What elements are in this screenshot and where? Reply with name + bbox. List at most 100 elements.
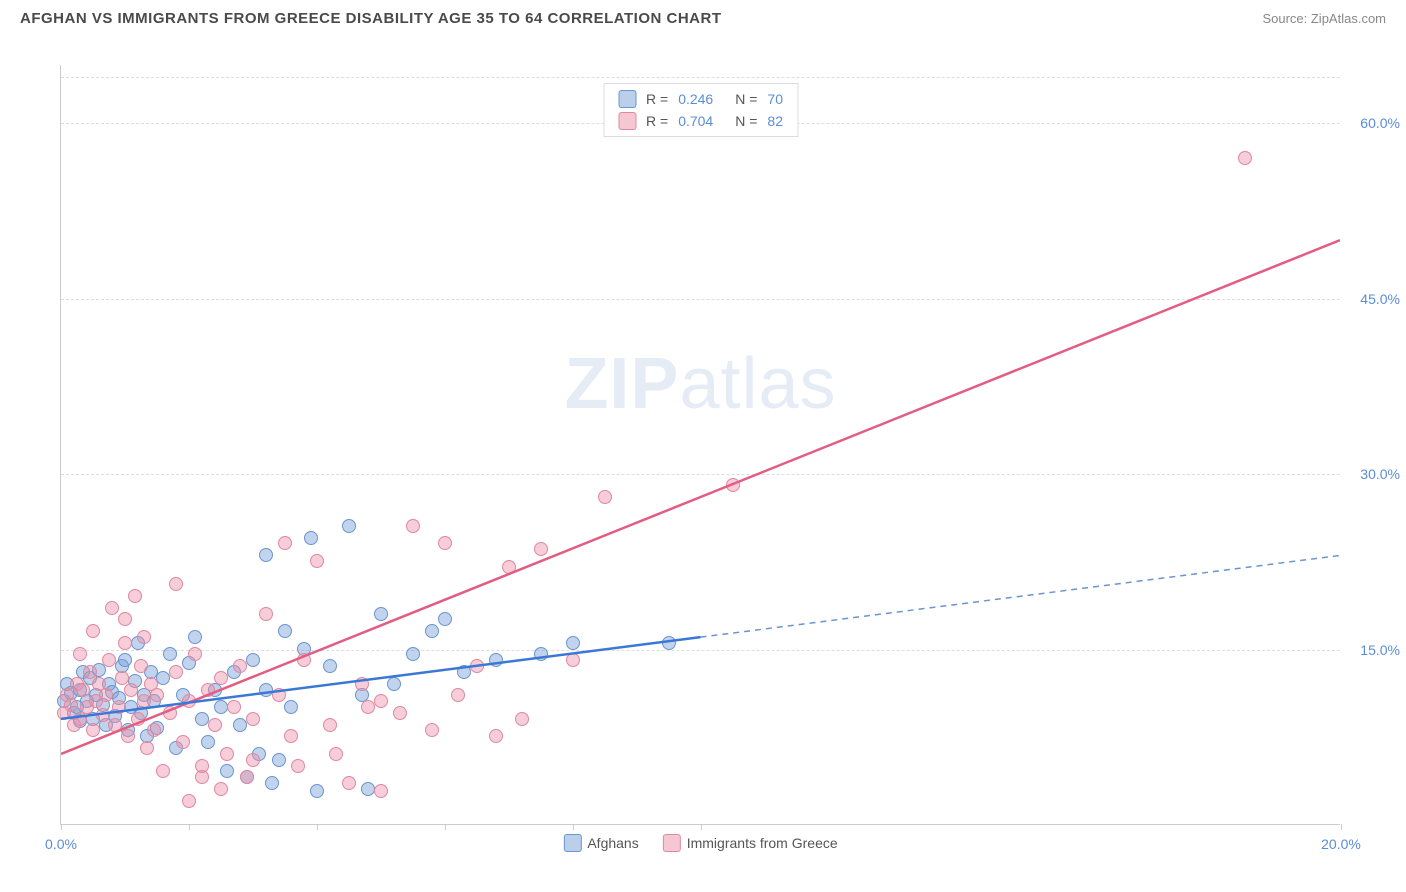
scatter-point [598, 490, 612, 504]
x-tick-label: 20.0% [1321, 836, 1361, 852]
scatter-point [272, 753, 286, 767]
scatter-point [182, 794, 196, 808]
scatter-point [515, 712, 529, 726]
r-label: R = [646, 113, 668, 129]
scatter-point [297, 653, 311, 667]
legend-correlation: R = 0.246 N = 70 R = 0.704 N = 82 [603, 83, 798, 137]
scatter-point [502, 560, 516, 574]
r-value-pink: 0.704 [678, 113, 713, 129]
scatter-point [361, 782, 375, 796]
scatter-point [1238, 151, 1252, 165]
scatter-point [566, 636, 580, 650]
legend-label: Immigrants from Greece [687, 835, 838, 851]
r-value-blue: 0.246 [678, 91, 713, 107]
r-label: R = [646, 91, 668, 107]
scatter-point [169, 665, 183, 679]
x-tick-mark [61, 824, 62, 830]
scatter-point [121, 729, 135, 743]
scatter-point [156, 764, 170, 778]
scatter-point [374, 784, 388, 798]
scatter-point [246, 653, 260, 667]
x-tick-mark [317, 824, 318, 830]
y-tick-label: 15.0% [1360, 642, 1400, 658]
x-tick-label: 0.0% [45, 836, 77, 852]
scatter-point [534, 647, 548, 661]
header: AFGHAN VS IMMIGRANTS FROM GREECE DISABIL… [0, 0, 1406, 32]
x-tick-mark [1341, 824, 1342, 830]
scatter-point [108, 718, 122, 732]
x-tick-mark [189, 824, 190, 830]
scatter-point [233, 659, 247, 673]
scatter-point [96, 708, 110, 722]
scatter-point [128, 589, 142, 603]
scatter-point [131, 712, 145, 726]
scatter-point [393, 706, 407, 720]
legend-item-greece: Immigrants from Greece [663, 834, 838, 852]
scatter-point [425, 723, 439, 737]
plot-area: ZIPatlas R = 0.246 N = 70 R = 0.704 N = … [60, 65, 1340, 825]
scatter-point [182, 694, 196, 708]
scatter-point [355, 677, 369, 691]
scatter-point [291, 759, 305, 773]
gridline [61, 650, 1340, 651]
scatter-point [361, 700, 375, 714]
scatter-point [438, 536, 452, 550]
scatter-point [246, 753, 260, 767]
scatter-point [425, 624, 439, 638]
scatter-point [329, 747, 343, 761]
scatter-point [304, 531, 318, 545]
scatter-point [246, 712, 260, 726]
legend-row-pink: R = 0.704 N = 82 [618, 112, 783, 130]
gridline [61, 77, 1340, 78]
legend-label: Afghans [587, 835, 638, 851]
scatter-point [310, 784, 324, 798]
scatter-point [284, 700, 298, 714]
scatter-point [124, 683, 138, 697]
trendline-pink [61, 240, 1340, 754]
scatter-point [137, 630, 151, 644]
scatter-point [112, 700, 126, 714]
scatter-point [102, 653, 116, 667]
scatter-point [406, 519, 420, 533]
scatter-point [188, 647, 202, 661]
scatter-point [265, 776, 279, 790]
y-tick-label: 45.0% [1360, 291, 1400, 307]
scatter-point [169, 577, 183, 591]
source-label: Source: ZipAtlas.com [1262, 11, 1386, 26]
chart-title: AFGHAN VS IMMIGRANTS FROM GREECE DISABIL… [20, 10, 722, 27]
n-label: N = [735, 113, 757, 129]
scatter-point [195, 770, 209, 784]
scatter-point [566, 653, 580, 667]
scatter-point [64, 698, 78, 712]
scatter-point [140, 741, 154, 755]
scatter-point [105, 601, 119, 615]
legend-series: Afghans Immigrants from Greece [563, 834, 837, 852]
scatter-point [176, 735, 190, 749]
x-tick-mark [573, 824, 574, 830]
y-tick-label: 60.0% [1360, 115, 1400, 131]
x-tick-mark [701, 824, 702, 830]
legend-row-blue: R = 0.246 N = 70 [618, 90, 783, 108]
scatter-point [99, 688, 113, 702]
scatter-point [118, 653, 132, 667]
scatter-point [73, 647, 87, 661]
scatter-point [86, 723, 100, 737]
legend-item-afghans: Afghans [563, 834, 638, 852]
scatter-point [201, 683, 215, 697]
scatter-point [387, 677, 401, 691]
scatter-point [86, 624, 100, 638]
scatter-point [278, 624, 292, 638]
scatter-point [534, 542, 548, 556]
scatter-point [726, 478, 740, 492]
trend-lines-layer [61, 65, 1340, 824]
scatter-point [662, 636, 676, 650]
scatter-point [284, 729, 298, 743]
scatter-point [489, 729, 503, 743]
scatter-point [374, 694, 388, 708]
scatter-point [240, 770, 254, 784]
swatch-pink-icon [663, 834, 681, 852]
scatter-point [134, 659, 148, 673]
n-value-blue: 70 [767, 91, 783, 107]
scatter-point [163, 706, 177, 720]
gridline [61, 474, 1340, 475]
